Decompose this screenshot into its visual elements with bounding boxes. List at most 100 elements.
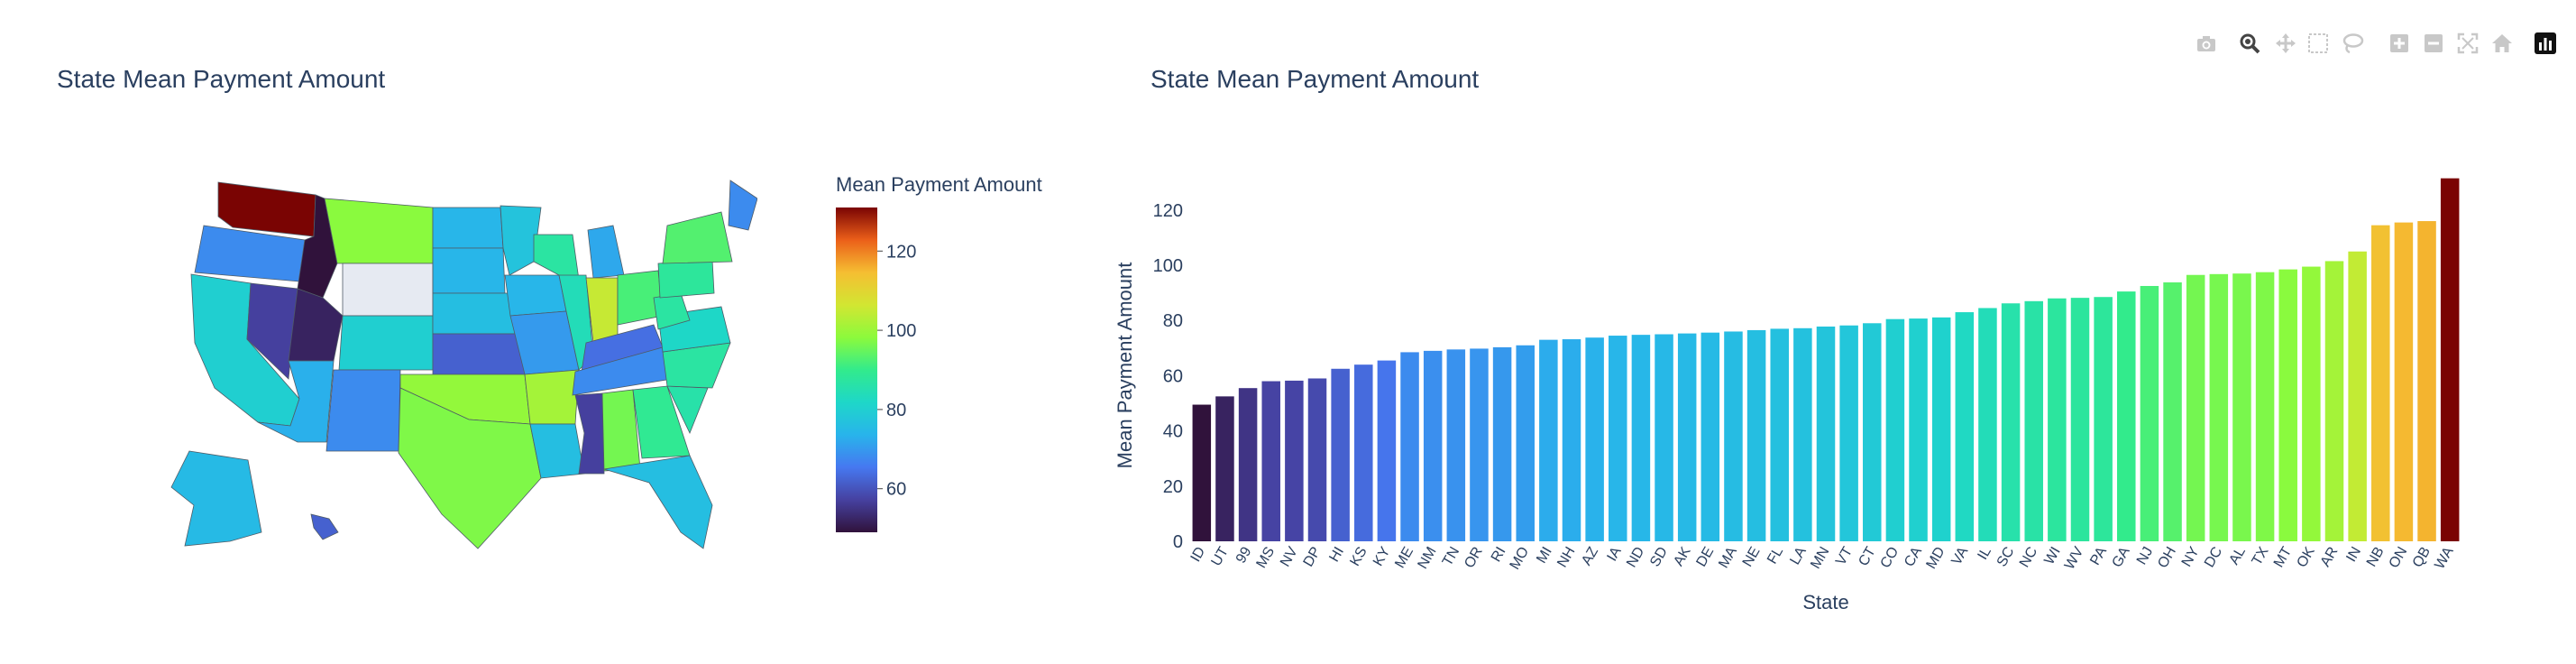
x-tick-label: AR bbox=[2318, 545, 2342, 570]
bar-ga[interactable] bbox=[2117, 291, 2136, 541]
bar-me[interactable] bbox=[1400, 352, 1419, 541]
bar-nb[interactable] bbox=[2371, 225, 2390, 541]
bar-la[interactable] bbox=[1793, 327, 1812, 541]
autoscale-icon[interactable] bbox=[2452, 27, 2483, 60]
state-mi[interactable] bbox=[587, 225, 625, 279]
plotly-logo-icon[interactable] bbox=[2530, 27, 2561, 60]
us-choropleth-map[interactable] bbox=[162, 162, 757, 550]
zoom-icon[interactable] bbox=[2234, 27, 2265, 60]
bar-md[interactable] bbox=[1931, 317, 1951, 541]
state-ia[interactable] bbox=[504, 274, 567, 317]
bar-ca[interactable] bbox=[1909, 318, 1928, 541]
bar-qb[interactable] bbox=[2417, 221, 2436, 541]
bar-ak[interactable] bbox=[1677, 333, 1697, 541]
bar-wa[interactable] bbox=[2440, 178, 2460, 541]
bar-ok[interactable] bbox=[2302, 266, 2321, 541]
bar-dp[interactable] bbox=[1307, 378, 1327, 541]
state-sd[interactable] bbox=[432, 247, 506, 294]
bar-99[interactable] bbox=[1238, 388, 1258, 541]
bar-sd[interactable] bbox=[1655, 334, 1673, 541]
bar-ia[interactable] bbox=[1609, 336, 1627, 541]
state-ny[interactable] bbox=[662, 211, 733, 264]
zoom-in-icon[interactable] bbox=[2384, 27, 2415, 60]
y-tick-label: 0 bbox=[1173, 532, 1183, 552]
state-ut[interactable] bbox=[288, 288, 344, 362]
state-wy[interactable] bbox=[342, 263, 434, 317]
state-nm[interactable] bbox=[325, 369, 401, 452]
state-mt[interactable] bbox=[324, 198, 434, 264]
state-pa[interactable] bbox=[657, 259, 715, 299]
bar-az[interactable] bbox=[1585, 337, 1604, 541]
state-me[interactable] bbox=[728, 180, 757, 231]
bar-nc[interactable] bbox=[2024, 300, 2043, 541]
state-ar[interactable] bbox=[524, 369, 580, 425]
bar-ky[interactable] bbox=[1377, 360, 1397, 541]
state-tx[interactable] bbox=[398, 387, 542, 549]
bar-al[interactable] bbox=[2232, 273, 2251, 541]
bar-ri[interactable] bbox=[1492, 346, 1512, 541]
state-az[interactable] bbox=[257, 360, 335, 443]
bar-nj[interactable] bbox=[2140, 285, 2159, 541]
pan-icon[interactable] bbox=[2270, 27, 2301, 60]
bar-co[interactable] bbox=[1885, 318, 1905, 541]
state-hi[interactable] bbox=[310, 513, 339, 540]
bar-hi[interactable] bbox=[1331, 368, 1350, 541]
bar-chart-title: State Mean Payment Amount bbox=[1150, 65, 1480, 93]
lasso-select-icon[interactable] bbox=[2337, 27, 2368, 60]
bar-nm[interactable] bbox=[1423, 350, 1443, 541]
state-ak[interactable] bbox=[170, 450, 262, 547]
bar-or[interactable] bbox=[1470, 348, 1489, 541]
state-co[interactable] bbox=[338, 315, 434, 371]
box-select-icon[interactable] bbox=[2303, 27, 2333, 60]
bar-de[interactable] bbox=[1701, 332, 1720, 541]
state-wa[interactable] bbox=[217, 181, 316, 237]
bar-ms[interactable] bbox=[1261, 381, 1280, 541]
download-plot-icon[interactable] bbox=[2191, 27, 2222, 60]
bar-in[interactable] bbox=[2348, 251, 2367, 541]
bar-ks[interactable] bbox=[1354, 364, 1373, 541]
bar-nv[interactable] bbox=[1285, 380, 1304, 541]
bar-ne[interactable] bbox=[1746, 329, 1766, 541]
state-or[interactable] bbox=[194, 225, 306, 282]
x-tick-label: TX bbox=[2250, 544, 2272, 567]
bar-mi[interactable] bbox=[1539, 339, 1558, 541]
bar-il[interactable] bbox=[1978, 308, 1997, 541]
bar-nd[interactable] bbox=[1631, 335, 1651, 541]
bar-ut[interactable] bbox=[1215, 396, 1234, 541]
bar-wv[interactable] bbox=[2070, 298, 2090, 541]
bar-sc[interactable] bbox=[2001, 303, 2021, 541]
bar-tx[interactable] bbox=[2255, 272, 2275, 541]
bar-ct[interactable] bbox=[1863, 323, 1882, 541]
bar-oh[interactable] bbox=[2163, 282, 2182, 541]
bar-dc[interactable] bbox=[2209, 273, 2229, 541]
bar-ar[interactable] bbox=[2324, 261, 2344, 541]
bar-tn[interactable] bbox=[1446, 349, 1466, 541]
bar-ny[interactable] bbox=[2186, 274, 2205, 541]
state-nd[interactable] bbox=[432, 207, 504, 249]
state-mn[interactable] bbox=[500, 205, 542, 276]
bar-mo[interactable] bbox=[1516, 345, 1535, 541]
bar-pa[interactable] bbox=[2094, 297, 2113, 541]
bar-vt[interactable] bbox=[1839, 325, 1858, 541]
x-tick-label: HI bbox=[1326, 545, 1347, 565]
reset-axes-icon[interactable] bbox=[2487, 27, 2517, 60]
state-ms[interactable] bbox=[574, 392, 605, 475]
bar-nh[interactable] bbox=[1562, 339, 1581, 541]
zoom-out-icon[interactable] bbox=[2418, 27, 2449, 60]
bar-id[interactable] bbox=[1192, 404, 1212, 541]
bar-ma[interactable] bbox=[1724, 331, 1743, 541]
bar-wi[interactable] bbox=[2048, 298, 2067, 541]
state-ks[interactable] bbox=[432, 333, 526, 375]
state-wi[interactable] bbox=[533, 234, 580, 281]
x-tick-label: NJ bbox=[2134, 545, 2157, 567]
bar-fl[interactable] bbox=[1770, 328, 1789, 541]
bar-mn[interactable] bbox=[1816, 326, 1836, 541]
x-tick-label: ND bbox=[1624, 545, 1647, 571]
x-tick-label: MA bbox=[1716, 544, 1740, 571]
state-fl[interactable] bbox=[603, 455, 713, 549]
bar-on[interactable] bbox=[2394, 222, 2414, 541]
bar-va[interactable] bbox=[1955, 312, 1975, 541]
bar-mt[interactable] bbox=[2278, 269, 2297, 541]
state-nv[interactable] bbox=[246, 282, 298, 380]
